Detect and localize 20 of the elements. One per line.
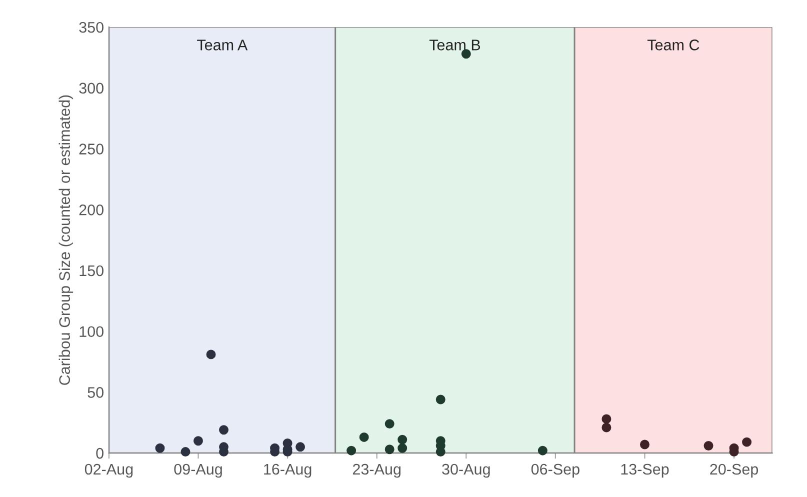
band-label: Team A xyxy=(197,40,248,50)
band-label: Team B xyxy=(429,40,480,50)
y-tick-label: 0 xyxy=(96,448,104,459)
y-tick-label: 300 xyxy=(79,82,104,94)
band-label: Team C xyxy=(647,40,700,50)
y-tick-label: 50 xyxy=(88,387,104,398)
x-tick-label: 06-Sep xyxy=(531,464,580,478)
y-tick-label: 200 xyxy=(79,204,104,216)
x-tick-label: 09-Aug xyxy=(174,464,222,478)
x-tick-label: 16-Aug xyxy=(264,464,312,478)
x-tick-label: 23-Aug xyxy=(352,464,400,478)
x-tick-label: 02-Aug xyxy=(84,464,133,478)
y-tick-label: 350 xyxy=(79,22,104,33)
x-tick-label: 20-Sep xyxy=(710,464,758,478)
y-tick-label: 150 xyxy=(80,265,104,276)
x-tick-label: 30-Aug xyxy=(442,464,490,478)
y-axis-title: Caribou Group Size (counted or estimated) xyxy=(58,95,74,385)
y-tick-label: 100 xyxy=(80,326,104,338)
x-tick-label: 13-Sep xyxy=(621,464,669,478)
y-tick-label: 250 xyxy=(79,144,104,154)
